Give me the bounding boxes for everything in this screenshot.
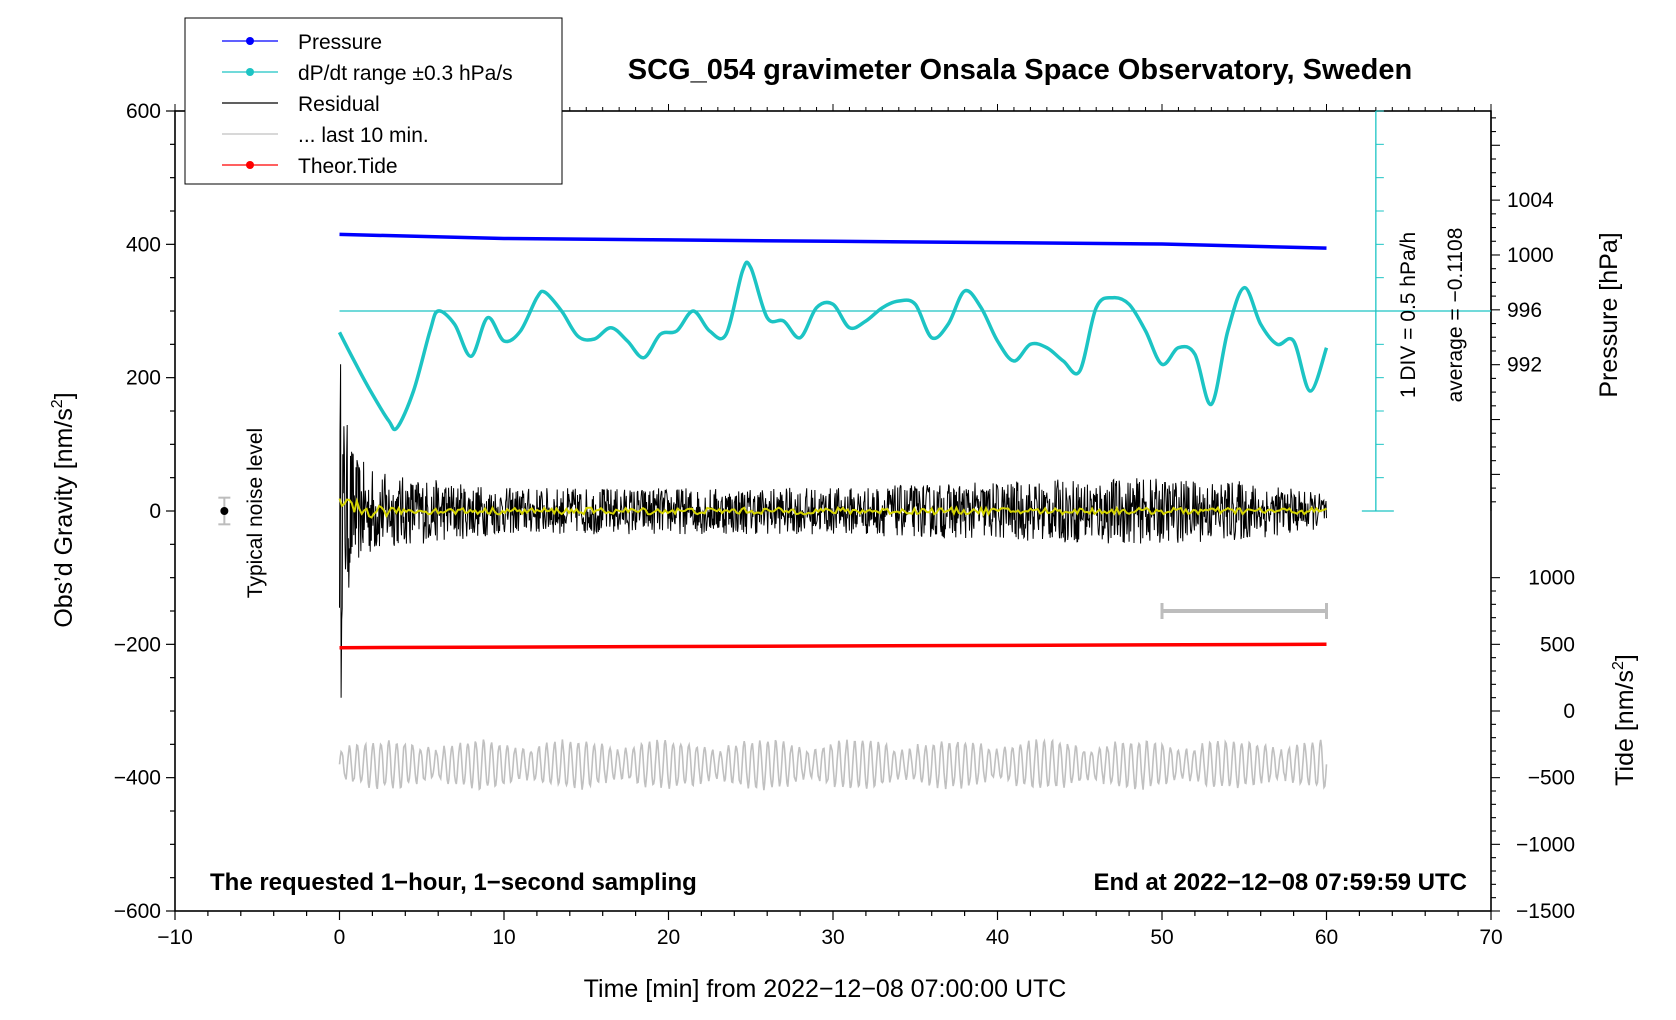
gravity-axis-label-text: Obs’d Gravity [nm/s	[50, 408, 78, 628]
time-axis: −10 0 10 20 30 40 50 60 70	[157, 911, 1503, 949]
last-10-min-line	[338, 738, 1328, 791]
average-label: average = −0.1108	[1444, 228, 1467, 403]
tide-tick-label: 500	[1540, 633, 1575, 656]
time-tick-label: 0	[334, 926, 346, 949]
time-tick-label: 50	[1150, 926, 1173, 949]
legend-label-1: dP/dt range ±0.3 hPa/s	[298, 62, 513, 85]
data-series	[218, 232, 1329, 791]
time-tick-label: 10	[492, 926, 515, 949]
pressure-tick-label: 1004	[1507, 189, 1554, 212]
time-tick-label: 40	[986, 926, 1009, 949]
gravity-axis-label-sup: 2	[49, 399, 66, 408]
time-tick-label: 20	[657, 926, 680, 949]
legend-marker-1	[246, 68, 254, 76]
legend: Pressure dP/dt range ±0.3 hPa/s Residual..…	[184, 17, 563, 185]
chart-title: SCG_054 gravimeter Onsala Space Observat…	[628, 54, 1412, 86]
legend-label-4: Theor.Tide	[298, 155, 398, 178]
pressure-tick-label: 996	[1507, 299, 1542, 322]
legend-marker-0	[246, 37, 254, 45]
gravity-tick-label: −200	[114, 633, 161, 656]
noise-level-label: Typical noise level	[244, 428, 267, 598]
tide-axis-label: Tide [nm/s2]	[1610, 654, 1639, 786]
tide-axis-label-end: ]	[1611, 654, 1639, 661]
x-axis-label: Time [min] from 2022−12−08 07:00:00 UTC	[584, 975, 1067, 1003]
gravity-axis-label-end: ]	[50, 392, 78, 399]
pressure-axis-label: Pressure [hPa]	[1595, 232, 1623, 397]
gravity-tick-label: −400	[114, 767, 161, 790]
smoothed-residual-line	[338, 497, 1327, 519]
gravity-tick-label: 200	[126, 367, 161, 390]
gravity-axis-label: Obs’d Gravity [nm/s2]	[49, 392, 78, 627]
tide-tick-label: 0	[1563, 700, 1575, 723]
gravity-tick-label: 400	[126, 233, 161, 256]
rate-scale-label: 1 DIV = 0.5 hPa/h	[1397, 232, 1420, 398]
legend-marker-4	[246, 161, 254, 169]
tide-tick-label: −1000	[1516, 833, 1575, 856]
pressure-tick-label: 992	[1507, 354, 1542, 377]
time-tick-label: 70	[1479, 926, 1502, 949]
tide-tick-label: 1000	[1528, 567, 1575, 590]
time-tick-label: 30	[821, 926, 844, 949]
tide-axis-label-sup: 2	[1610, 661, 1627, 670]
pressure-line	[339, 232, 1327, 250]
time-tick-label: −10	[157, 926, 193, 949]
gravity-tick-label: 0	[149, 500, 161, 523]
gravity-axis: 600 400 200 0 −200 −400 −600	[114, 100, 175, 923]
noise-point	[220, 507, 229, 515]
footer-left-text: The requested 1−hour, 1−second sampling	[210, 869, 697, 896]
tide-tick-label: −500	[1528, 767, 1575, 790]
tide-tick-label: −1500	[1516, 900, 1575, 923]
tide-axis: 1000 500 0 −500 −1000 −1500	[1491, 567, 1575, 923]
tide-line	[339, 642, 1327, 650]
legend-label-2: Residual	[298, 93, 380, 116]
gravity-tick-label: −600	[114, 900, 161, 923]
legend-label-3: ... last 10 min.	[298, 124, 429, 147]
footer-right-text: End at 2022−12−08 07:59:59 UTC	[1093, 869, 1467, 896]
dpdt-line	[337, 260, 1329, 432]
pressure-tick-label: 1000	[1507, 244, 1554, 267]
legend-label-0: Pressure	[298, 31, 382, 54]
tide-axis-label-text: Tide [nm/s	[1611, 670, 1639, 786]
time-tick-label: 60	[1315, 926, 1338, 949]
legend-box	[184, 17, 563, 185]
gravity-tick-label: 600	[126, 100, 161, 123]
